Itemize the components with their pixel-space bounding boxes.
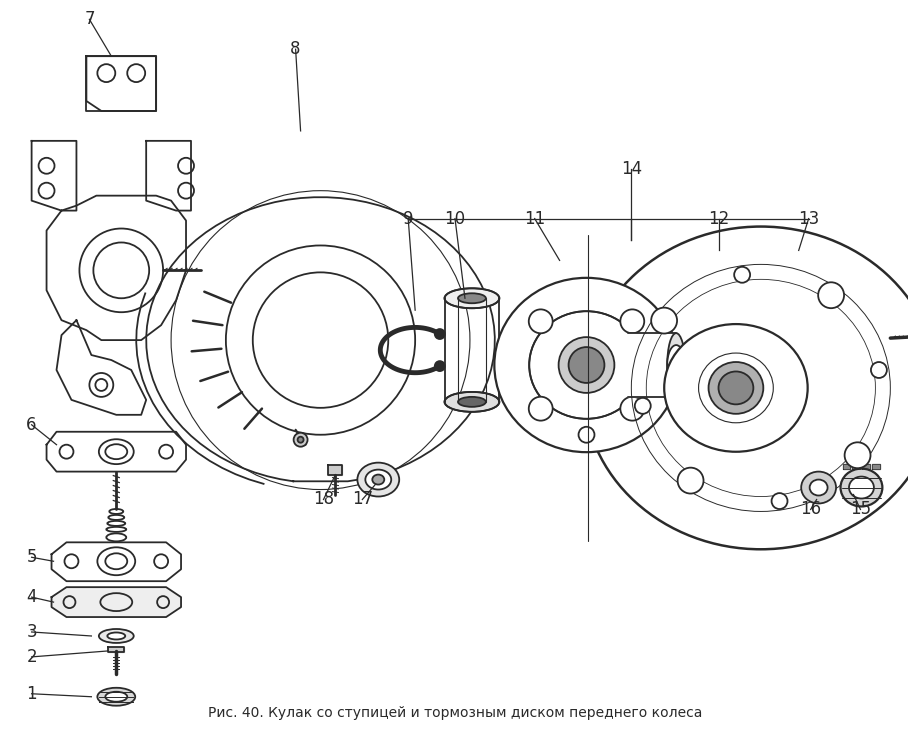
Text: 2: 2 [26, 648, 37, 666]
Ellipse shape [494, 278, 679, 452]
Ellipse shape [445, 392, 500, 412]
Ellipse shape [365, 470, 391, 490]
Polygon shape [329, 465, 342, 474]
Text: 5: 5 [26, 548, 37, 567]
Polygon shape [46, 196, 186, 340]
Circle shape [844, 442, 871, 468]
Circle shape [298, 437, 304, 443]
Text: 10: 10 [444, 210, 466, 227]
Ellipse shape [99, 629, 134, 643]
Ellipse shape [699, 353, 774, 423]
Polygon shape [843, 464, 851, 468]
Text: 14: 14 [621, 160, 642, 177]
Circle shape [635, 398, 651, 414]
Text: 18: 18 [313, 490, 334, 509]
Ellipse shape [458, 293, 486, 303]
Text: 16: 16 [800, 501, 821, 518]
Ellipse shape [841, 468, 883, 507]
Polygon shape [46, 432, 186, 471]
Text: 1: 1 [26, 685, 37, 703]
Ellipse shape [709, 362, 763, 414]
Text: ПЛАНЕТА ЖЕЛЕЗЯКА: ПЛАНЕТА ЖЕЛЕЗЯКА [199, 339, 711, 381]
Text: 6: 6 [26, 416, 37, 434]
Polygon shape [873, 464, 880, 468]
Text: 17: 17 [352, 490, 373, 509]
Ellipse shape [530, 312, 643, 419]
Ellipse shape [664, 324, 808, 452]
Polygon shape [445, 298, 499, 402]
Polygon shape [56, 320, 147, 415]
Ellipse shape [801, 471, 836, 504]
Polygon shape [52, 542, 181, 581]
Polygon shape [108, 647, 125, 652]
Polygon shape [32, 141, 76, 210]
Text: 13: 13 [798, 210, 819, 227]
Circle shape [734, 267, 750, 283]
Ellipse shape [106, 692, 127, 701]
Ellipse shape [667, 345, 685, 385]
Polygon shape [147, 141, 191, 210]
Circle shape [652, 308, 677, 334]
Ellipse shape [445, 288, 500, 308]
Polygon shape [863, 464, 871, 468]
Polygon shape [853, 464, 861, 468]
Text: 3: 3 [26, 623, 37, 641]
Circle shape [569, 347, 604, 383]
Ellipse shape [358, 463, 399, 496]
Ellipse shape [810, 479, 827, 496]
Polygon shape [147, 197, 495, 482]
Polygon shape [628, 333, 676, 397]
Text: 8: 8 [290, 40, 301, 58]
Circle shape [529, 397, 552, 421]
Circle shape [818, 282, 844, 308]
Text: 11: 11 [524, 210, 545, 227]
Polygon shape [86, 56, 157, 111]
Circle shape [621, 397, 644, 421]
Text: 9: 9 [403, 210, 413, 227]
Ellipse shape [458, 397, 486, 407]
Circle shape [772, 493, 787, 509]
Ellipse shape [107, 633, 126, 639]
Ellipse shape [583, 226, 910, 549]
Ellipse shape [97, 688, 136, 706]
Circle shape [294, 432, 308, 446]
Circle shape [435, 361, 445, 371]
Polygon shape [86, 56, 157, 111]
Circle shape [678, 468, 703, 493]
Circle shape [559, 337, 614, 393]
Circle shape [621, 309, 644, 334]
Circle shape [435, 329, 445, 339]
Text: 4: 4 [26, 588, 37, 606]
Text: 15: 15 [850, 501, 871, 518]
Text: 7: 7 [84, 10, 95, 29]
Polygon shape [52, 587, 181, 617]
Text: Рис. 40. Кулак со ступицей и тормозным диском переднего колеса: Рис. 40. Кулак со ступицей и тормозным д… [207, 706, 703, 720]
Ellipse shape [372, 474, 384, 485]
Ellipse shape [849, 476, 874, 498]
Text: 12: 12 [708, 210, 730, 227]
Circle shape [871, 362, 887, 378]
Ellipse shape [667, 333, 685, 397]
Ellipse shape [719, 372, 753, 405]
Circle shape [529, 309, 552, 334]
